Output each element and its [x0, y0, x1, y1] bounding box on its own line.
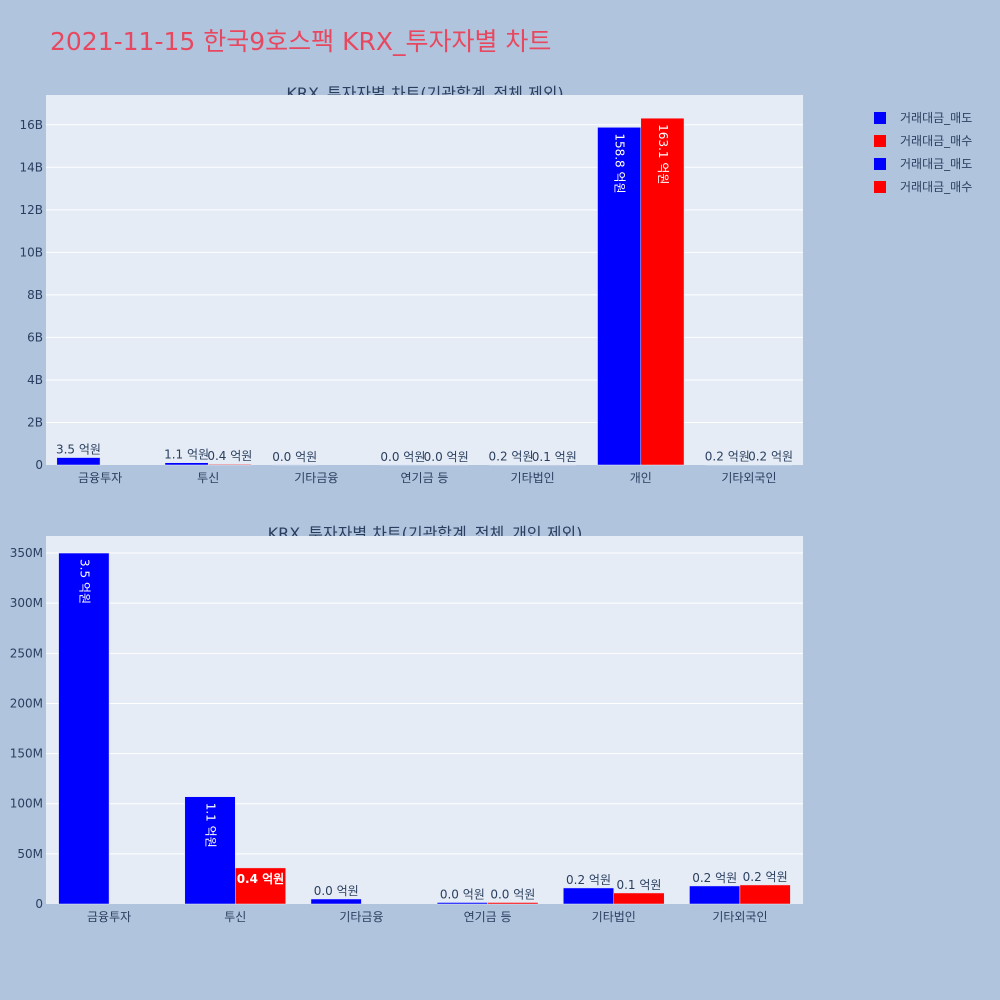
data-label: 0.2 억원 [566, 873, 611, 887]
plot-area [46, 95, 803, 465]
data-label: 163.1 억원 [656, 124, 670, 184]
legend-swatch-icon [874, 180, 886, 193]
y-tick-label: 250M [10, 646, 43, 660]
data-label: 1.1 억원 [204, 803, 218, 848]
bar-buy[interactable] [487, 902, 539, 905]
bar-buy[interactable] [613, 892, 665, 905]
data-label: 0.2 억원 [692, 871, 737, 885]
data-label: 0.1 억원 [532, 450, 577, 464]
page-title: 2021-11-15 한국9호스팩 KRX_투자자별 차트 [50, 27, 552, 56]
bar-sell[interactable] [164, 462, 209, 466]
y-tick-label: 150M [10, 747, 43, 761]
legend-label: 거래대금_매수 [900, 134, 973, 148]
data-label: 0.0 억원 [424, 450, 469, 464]
bar-buy[interactable] [739, 884, 791, 905]
bar-sell[interactable] [184, 796, 236, 905]
y-tick-label: 0 [35, 458, 43, 472]
data-label: 0.0 억원 [272, 450, 317, 464]
legend: 거래대금_매도 거래대금_매수 거래대금_매도 거래대금_매수 [874, 106, 972, 198]
data-label: 158.8 억원 [613, 133, 627, 193]
y-tick-label: 8B [27, 288, 43, 302]
data-label: 0.2 억원 [743, 870, 788, 884]
data-label: 3.5 억원 [77, 559, 91, 604]
y-tick-label: 12B [19, 203, 43, 217]
bar-sell[interactable] [56, 457, 101, 466]
x-tick-label: 기타금융 [339, 910, 383, 924]
data-label: 0.0 억원 [314, 884, 359, 898]
legend-swatch-icon [874, 111, 886, 124]
x-tick-label: 기타금융 [294, 471, 338, 485]
y-tick-label: 2B [27, 415, 43, 429]
legend-swatch-icon [874, 134, 886, 147]
y-tick-label: 350M [10, 546, 43, 560]
x-tick-label: 기타외국인 [721, 471, 776, 485]
legend-item-buy[interactable]: 거래대금_매수 [874, 129, 972, 152]
data-label: 0.1 억원 [616, 878, 661, 892]
plot-area [46, 536, 803, 904]
bar-sell[interactable] [58, 552, 110, 905]
data-label: 3.5 억원 [56, 443, 101, 457]
x-tick-label: 기타법인 [592, 910, 636, 924]
bar-buy[interactable] [207, 463, 252, 466]
data-label: 0.2 억원 [705, 450, 750, 464]
bar-sell[interactable] [563, 887, 614, 905]
bar-sell[interactable] [310, 898, 362, 905]
x-tick-label: 연기금 등 [401, 471, 449, 485]
legend-label: 거래대금_매도 [900, 157, 973, 171]
y-tick-label: 100M [10, 797, 43, 811]
bar-buy[interactable] [640, 117, 685, 466]
y-tick-label: 10B [19, 245, 43, 259]
x-tick-label: 연기금 등 [464, 910, 512, 924]
legend-label: 거래대금_매도 [900, 111, 973, 125]
bar-sell[interactable] [689, 885, 741, 905]
y-tick-label: 0 [35, 897, 43, 911]
x-tick-label: 기타법인 [511, 471, 555, 485]
bar-sell[interactable] [597, 127, 642, 466]
data-label: 0.0 억원 [380, 450, 425, 464]
x-tick-label: 투신 [224, 910, 246, 924]
x-tick-label: 기타외국인 [712, 910, 767, 924]
data-label: 0.4 억원 [207, 449, 252, 463]
y-tick-label: 300M [10, 596, 43, 610]
legend-item-sell[interactable]: 거래대금_매도 [874, 152, 972, 175]
legend-item-buy[interactable]: 거래대금_매수 [874, 175, 972, 198]
data-label: 0.2 억원 [489, 450, 534, 464]
data-label: 1.1 억원 [164, 448, 209, 462]
legend-label: 거래대금_매수 [900, 180, 973, 194]
y-tick-label: 16B [19, 118, 43, 132]
legend-item-sell[interactable]: 거래대금_매도 [874, 106, 972, 129]
x-tick-label: 금융투자 [87, 910, 131, 924]
y-tick-label: 6B [27, 330, 43, 344]
data-label: 0.4 억원 [237, 872, 285, 886]
y-tick-label: 4B [27, 373, 43, 387]
x-tick-label: 금융투자 [78, 471, 122, 485]
y-tick-label: 50M [17, 847, 43, 861]
data-label: 0.0 억원 [490, 887, 535, 901]
data-label: 0.2 억원 [748, 450, 793, 464]
x-tick-label: 투신 [197, 471, 219, 485]
y-tick-label: 200M [10, 696, 43, 710]
y-tick-label: 14B [19, 160, 43, 174]
bar-buy[interactable] [235, 867, 286, 905]
bar-sell[interactable] [436, 902, 488, 905]
x-tick-label: 개인 [630, 471, 652, 485]
data-label: 0.0 억원 [440, 887, 485, 901]
legend-swatch-icon [874, 157, 886, 170]
